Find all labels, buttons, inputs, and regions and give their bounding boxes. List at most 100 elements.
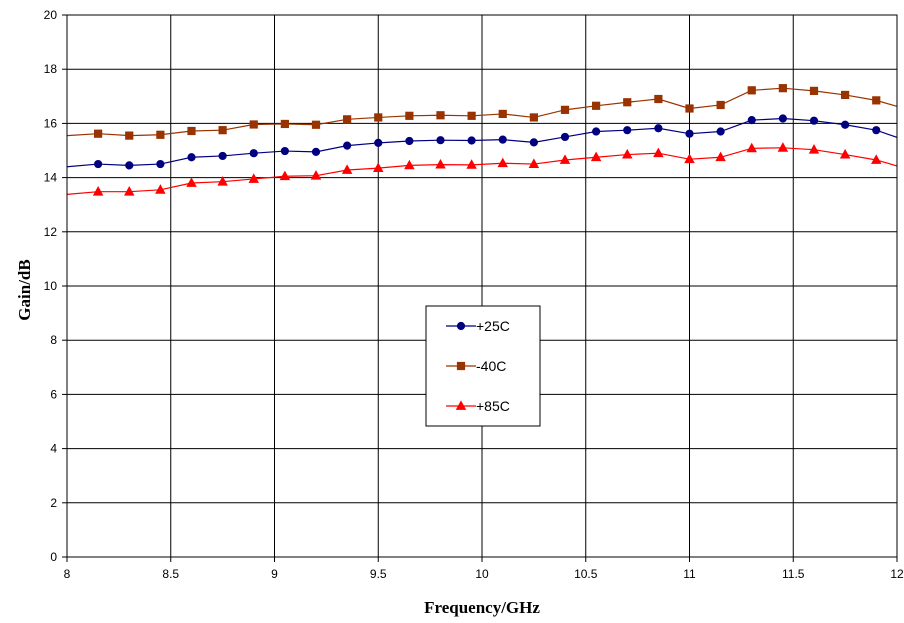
legend-label: -40C [476, 358, 506, 374]
x-tick-label: 10 [475, 567, 489, 581]
data-point [498, 135, 507, 144]
data-point [343, 141, 352, 150]
data-point [777, 142, 789, 152]
data-point [186, 177, 197, 187]
data-point [436, 111, 445, 120]
y-tick-label: 20 [44, 8, 58, 22]
x-tick-label: 12 [890, 567, 904, 581]
legend-label: +85C [476, 398, 510, 414]
legend-marker [456, 321, 466, 331]
data-point [404, 159, 415, 170]
data-point [249, 120, 258, 129]
series-40c [67, 84, 897, 140]
legend-marker [456, 361, 466, 371]
series-85c [67, 142, 897, 196]
data-point [124, 186, 135, 196]
series-line [67, 87, 897, 137]
data-point [405, 111, 414, 120]
data-point [747, 116, 756, 125]
series-25c [67, 114, 897, 170]
data-point [435, 158, 446, 169]
data-point [841, 90, 850, 100]
y-tick-label: 8 [50, 333, 57, 347]
data-point [341, 164, 353, 174]
legend-entry: +85C [446, 398, 510, 414]
data-point [156, 159, 165, 169]
data-point [436, 136, 445, 145]
data-point [809, 86, 819, 95]
data-point [405, 136, 414, 146]
y-tick-label: 10 [44, 279, 58, 293]
data-point [685, 129, 694, 138]
data-point [871, 154, 882, 164]
data-point [280, 146, 289, 156]
legend: +25C -40C +85C [425, 305, 541, 427]
y-tick-label: 14 [44, 171, 58, 185]
plot-border [66, 14, 898, 558]
data-point [560, 132, 570, 142]
y-tick-label: 6 [50, 387, 57, 401]
legend-entry: +25C [446, 318, 510, 334]
legend-marker [455, 400, 467, 410]
y-tick-label: 16 [44, 116, 58, 130]
data-point [343, 115, 352, 124]
data-point [623, 126, 632, 135]
data-point [217, 176, 228, 186]
x-tick-label: 11 [683, 567, 696, 581]
tick-labels: 0 2 4 6 8 10 12 14 16 18 20 8 8.5 9 9.5 10 10.5 11 11.5 12 [44, 8, 904, 581]
data-point [623, 98, 632, 107]
data-point [653, 147, 664, 158]
data-point [187, 153, 196, 162]
data-point [218, 151, 227, 161]
data-point [559, 154, 571, 164]
data-point [94, 129, 103, 138]
x-tick-label: 9 [271, 567, 278, 581]
grid [66, 14, 898, 558]
data-point [839, 148, 851, 159]
data-point [747, 86, 756, 95]
data-point [841, 120, 850, 129]
data-point [125, 131, 134, 140]
x-axis-title: Frequency/GHz [424, 598, 540, 617]
data-point [94, 159, 103, 169]
x-tick-label: 9.5 [370, 567, 387, 581]
data-point [280, 119, 289, 129]
x-tick-label: 10.5 [574, 567, 598, 581]
data-point [374, 138, 383, 148]
data-point [311, 120, 321, 129]
y-tick-label: 18 [44, 62, 58, 76]
x-tick-label: 8.5 [162, 567, 179, 581]
legend-label: +25C [476, 318, 510, 334]
axes [62, 14, 898, 562]
legend-entry: -40C [446, 358, 506, 374]
data-point [808, 144, 820, 154]
y-tick-label: 12 [44, 225, 58, 239]
y-tick-label: 0 [50, 550, 57, 564]
data-point [497, 157, 508, 168]
data-point [374, 113, 383, 122]
data-point [218, 126, 227, 135]
data-point [467, 136, 476, 145]
data-point [590, 151, 602, 162]
y-tick-label: 2 [50, 496, 57, 510]
y-axis-title: Gain/dB [15, 259, 34, 320]
data-point [529, 113, 538, 122]
data-point [155, 184, 166, 194]
data-point [279, 170, 291, 181]
data-point [560, 105, 570, 114]
data-point [125, 161, 134, 170]
x-tick-label: 11.5 [782, 567, 805, 581]
data-point [498, 109, 507, 119]
data-point [311, 147, 321, 156]
data-point [685, 104, 694, 113]
series-line [67, 117, 897, 168]
data-point [92, 186, 104, 196]
data-point [654, 124, 663, 133]
data-point [592, 101, 601, 110]
data-point [778, 84, 787, 93]
data-point [467, 111, 476, 120]
data-point [156, 130, 165, 139]
data-point [716, 127, 725, 136]
data-point [249, 149, 258, 158]
